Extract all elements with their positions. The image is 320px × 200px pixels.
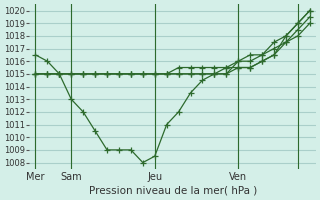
X-axis label: Pression niveau de la mer( hPa ): Pression niveau de la mer( hPa ) — [89, 186, 257, 196]
